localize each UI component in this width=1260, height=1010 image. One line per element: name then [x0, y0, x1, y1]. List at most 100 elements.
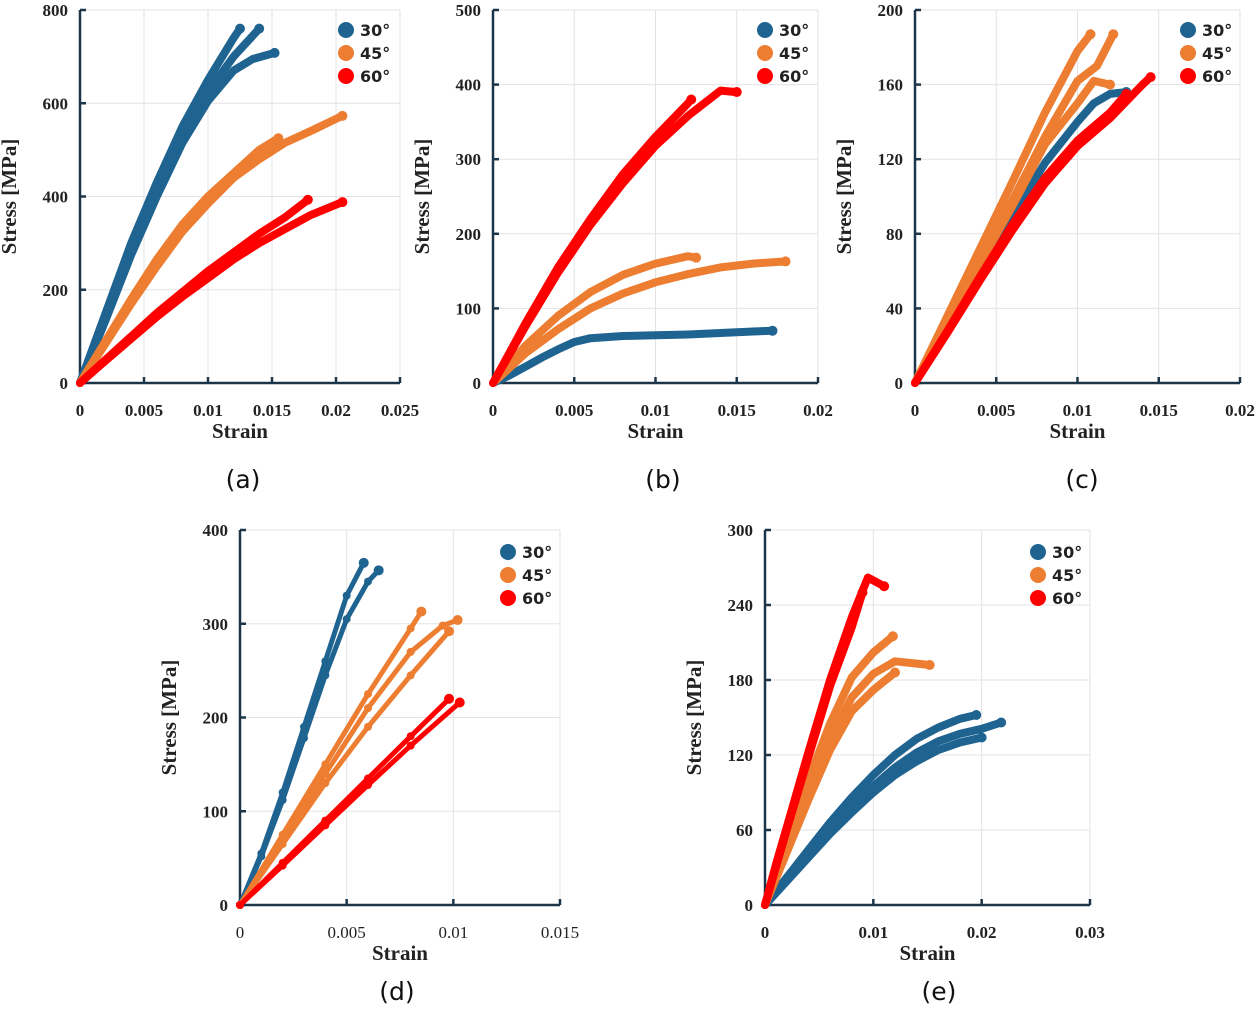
data-point — [278, 796, 287, 804]
y-tick-label: 500 — [456, 1, 482, 20]
data-point — [406, 732, 415, 741]
x-tick-label: 0 — [236, 923, 245, 942]
x-tick-label: 0.005 — [125, 401, 163, 420]
series-45deg — [76, 110, 348, 387]
data-point — [321, 671, 330, 680]
y-tick-label: 120 — [878, 150, 904, 169]
y-tick-label: 400 — [43, 188, 69, 207]
data-point-end — [879, 581, 890, 592]
legend: 30° 45° 60° — [338, 21, 390, 86]
chart-panel-e: 0 0.01 0.02 0.03 0 60 120 180 240 300 Strain Stress… — [682, 521, 1105, 1006]
x-tick-label: 0.02 — [321, 401, 351, 420]
data-point-end — [1145, 72, 1156, 83]
data-point-end — [454, 697, 465, 708]
series-45deg — [489, 252, 791, 387]
y-axis-title: Stress [MPa] — [410, 139, 434, 255]
y-tick-label: 0 — [60, 374, 69, 393]
x-tick-label: 0.03 — [1075, 923, 1105, 942]
data-curve — [911, 76, 1114, 387]
legend-marker — [1180, 68, 1196, 84]
legend-marker — [500, 590, 516, 606]
x-tick-label: 0.01 — [858, 923, 888, 942]
data-curve — [76, 198, 347, 387]
series-30deg — [489, 325, 778, 387]
data-curve — [237, 700, 463, 908]
x-axis-title: Strain — [212, 419, 268, 443]
data-point — [342, 615, 351, 624]
legend-marker — [1030, 567, 1046, 583]
x-axis-title: Strain — [1049, 419, 1105, 443]
legend-marker — [500, 544, 516, 560]
legend-label: 30° — [779, 21, 809, 40]
data-point-end — [358, 557, 369, 568]
legend-label: 60° — [779, 67, 809, 86]
chart-panel-a: 0 0.005 0.01 0.015 0.02 0.025 0 200 400 600 800 Str… — [0, 1, 419, 494]
y-tick-label: 240 — [728, 596, 754, 615]
data-point-end — [302, 194, 313, 205]
data-curve — [761, 733, 986, 909]
legend-marker — [338, 45, 354, 61]
y-tick-label: 160 — [878, 76, 904, 95]
x-tick-label: 0.005 — [555, 401, 593, 420]
data-point — [406, 741, 415, 750]
data-point-end — [924, 660, 935, 670]
y-axis-title: Stress [MPa] — [0, 139, 21, 255]
y-tick-label: 40 — [886, 299, 903, 318]
x-tick-label: 0.01 — [438, 923, 468, 942]
panel-label: (c) — [1065, 465, 1098, 494]
data-point-end — [976, 732, 987, 743]
data-point — [364, 690, 372, 699]
legend-marker — [338, 68, 354, 84]
legend-marker — [1180, 45, 1196, 61]
data-curve — [237, 628, 452, 908]
data-point-end — [1085, 29, 1096, 40]
data-curve — [76, 48, 279, 387]
x-axis-title: Strain — [372, 941, 428, 965]
legend-marker — [338, 22, 354, 38]
y-tick-label: 180 — [728, 671, 754, 690]
x-tick-label: 0.005 — [328, 923, 366, 942]
y-tick-label: 100 — [203, 802, 229, 821]
legend-label: 45° — [1202, 44, 1232, 63]
data-point — [257, 852, 266, 861]
y-tick-label: 800 — [43, 1, 69, 20]
data-curve — [489, 326, 777, 387]
series-60deg — [911, 72, 1156, 387]
x-axis-title: Strain — [627, 419, 683, 443]
x-tick-label: 0.015 — [253, 401, 291, 420]
legend-marker — [1180, 22, 1196, 38]
x-tick-label: 0.02 — [1225, 401, 1255, 420]
y-tick-label: 0 — [473, 374, 482, 393]
data-point-end — [996, 717, 1007, 728]
legend-marker — [1030, 590, 1046, 606]
y-tick-label: 100 — [456, 299, 482, 318]
data-point-end — [780, 256, 791, 267]
data-point — [438, 621, 447, 630]
legend-label: 30° — [360, 21, 390, 40]
data-curve — [237, 567, 382, 908]
series-60deg — [761, 573, 890, 909]
data-point-end — [731, 87, 742, 98]
legend-label: 45° — [360, 44, 390, 63]
data-point — [278, 840, 287, 849]
x-tick-label: 0.015 — [541, 923, 579, 942]
x-tick-label: 0.01 — [193, 401, 223, 420]
x-tick-label: 0.02 — [967, 923, 997, 942]
data-point-end — [235, 23, 245, 34]
data-point-end — [254, 23, 265, 34]
data-point — [278, 861, 287, 870]
y-tick-label: 200 — [43, 281, 69, 300]
y-tick-label: 0 — [220, 896, 229, 915]
legend-label: 60° — [360, 67, 390, 86]
data-point — [300, 734, 308, 743]
panel-label: (d) — [379, 977, 414, 1006]
y-axis-title: Stress [MPa] — [832, 139, 856, 255]
data-point — [364, 704, 372, 713]
x-tick-label: 0 — [761, 923, 770, 942]
series-60deg — [236, 693, 465, 909]
x-tick-label: 0.02 — [803, 401, 833, 420]
series-45deg — [236, 606, 463, 909]
data-point — [321, 779, 330, 788]
legend-label: 45° — [1052, 566, 1082, 585]
